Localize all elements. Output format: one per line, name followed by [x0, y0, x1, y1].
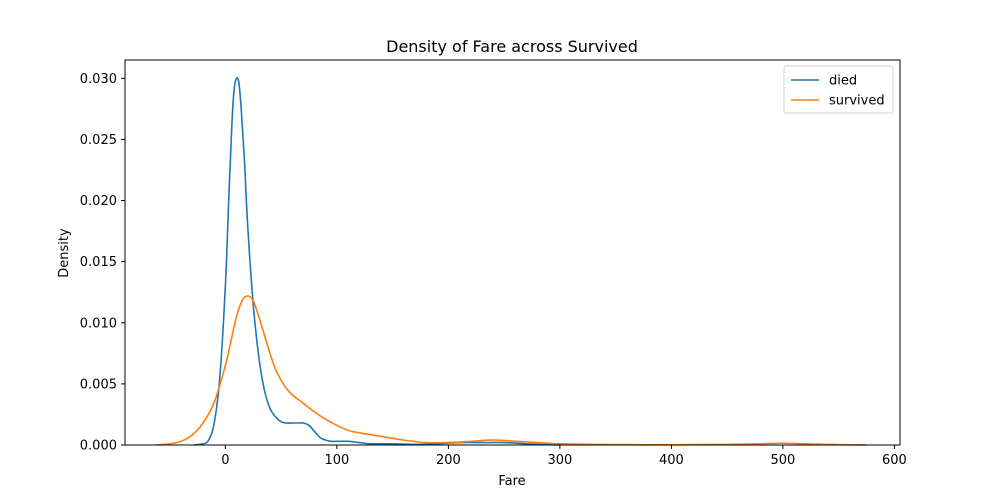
x-tick-label: 500 [770, 453, 795, 468]
x-tick-label: 100 [324, 453, 349, 468]
curves-group [156, 77, 867, 446]
y-tick-label: 0.025 [80, 133, 117, 148]
plot-frame [124, 59, 901, 446]
x-axis-label: Fare [498, 474, 525, 489]
series-line-survived [156, 295, 867, 446]
legend-label-survived: survived [829, 94, 885, 109]
x-tick-label: 0 [221, 453, 229, 468]
x-tick-label: 400 [659, 453, 684, 468]
y-axis: 0.000 0.005 0.010 0.015 0.020 0.025 0.030 [80, 72, 125, 454]
chart-title: Density of Fare across Survived [386, 37, 638, 56]
y-tick-label: 0.020 [80, 194, 117, 209]
legend-box [783, 65, 894, 114]
y-axis-label: Density [57, 228, 72, 278]
y-tick-label: 0.000 [80, 439, 117, 454]
y-tick-label: 0.030 [80, 72, 117, 87]
y-tick-label: 0.005 [80, 377, 117, 392]
legend-label-died: died [829, 74, 857, 89]
x-tick-label: 600 [882, 453, 907, 468]
y-tick-label: 0.015 [80, 255, 117, 270]
y-tick-label: 0.010 [80, 316, 117, 331]
series-line-died [194, 77, 560, 446]
x-axis: 0 100 200 300 400 500 600 [221, 445, 907, 468]
x-tick-label: 200 [436, 453, 461, 468]
legend: died survived [783, 65, 894, 114]
x-tick-label: 300 [547, 453, 572, 468]
